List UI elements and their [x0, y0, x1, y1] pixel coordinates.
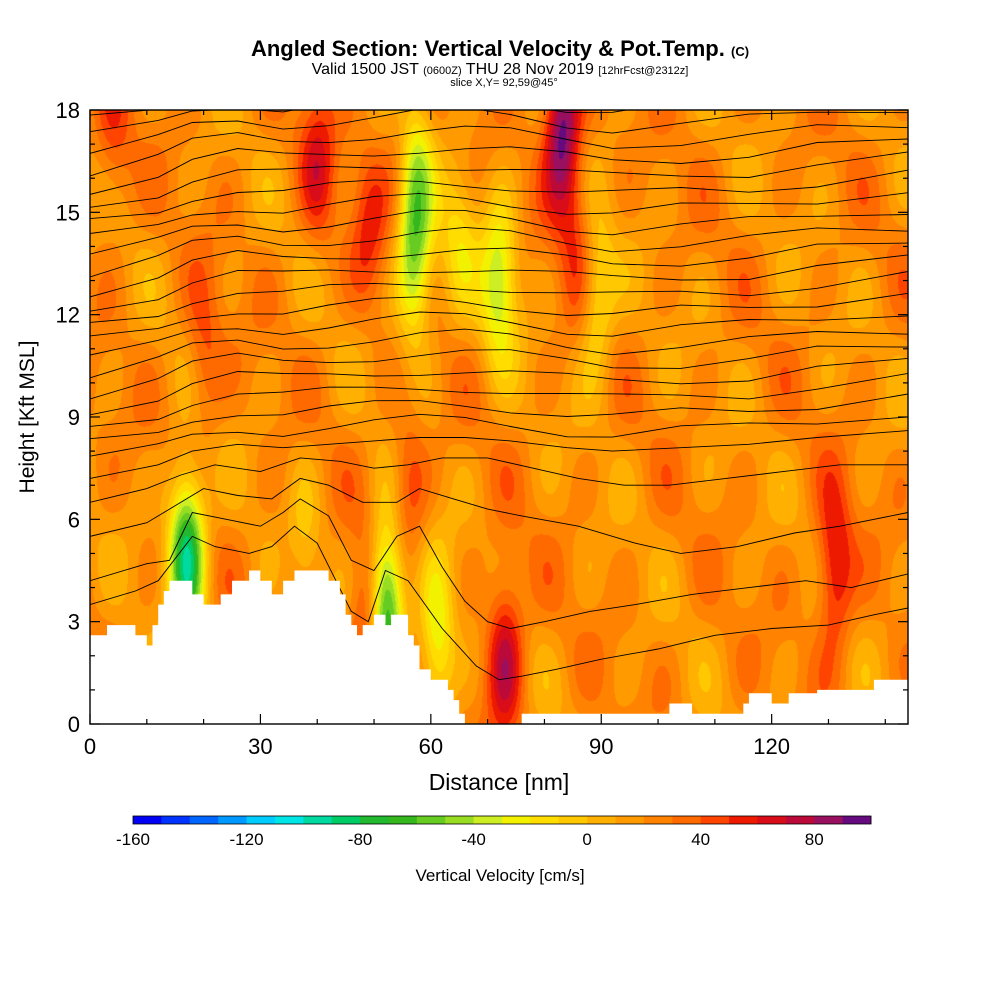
colorbar-swatch — [133, 816, 162, 824]
x-axis: 0 30 60 90 120 — [84, 110, 886, 759]
y-axis-label: Height [Kft MSL] — [16, 341, 39, 494]
isentrope-line — [90, 292, 908, 337]
y-tick-label: 18 — [56, 98, 80, 123]
isentrope-line — [90, 110, 156, 116]
colorbar-label: Vertical Velocity [cm/s] — [415, 866, 584, 885]
colorbar-swatch — [672, 816, 702, 824]
valid-local: Valid 1500 JST — [311, 61, 419, 78]
colorbar-tick-label: 0 — [582, 830, 591, 849]
x-tick-label: 90 — [589, 734, 613, 759]
colorbar-frame — [132, 815, 872, 825]
isentrope-line — [90, 457, 908, 503]
isentrope-line — [90, 49, 908, 103]
colorbar-swatch — [757, 816, 787, 824]
colorbar-swatch — [218, 816, 247, 824]
valid-date: THU 28 Nov 2019 — [465, 61, 594, 78]
isentrope-line — [90, 192, 908, 234]
isentrope-line — [90, 209, 908, 255]
isentrope-line — [90, 35, 908, 91]
isentrope-line — [90, 413, 908, 457]
colorbar-swatch — [729, 816, 758, 824]
colorbar-swatch — [473, 816, 503, 824]
isentrope-line — [90, 271, 908, 323]
isentrope-line — [90, 110, 908, 154]
isentrope-line — [90, 138, 908, 195]
isentrope-line — [90, 477, 908, 554]
colorbar-swatch — [274, 816, 304, 824]
isentrope-line — [90, 357, 908, 416]
x-tick-label: 0 — [84, 734, 96, 759]
slice-info: slice X,Y= 92,59@45° — [450, 77, 558, 89]
y-tick-label: 3 — [68, 610, 80, 635]
isentrope-line — [90, 311, 908, 356]
isentrope-line — [90, 498, 908, 629]
colorbar-swatch — [785, 816, 815, 824]
colorbar-tick-label: 40 — [691, 830, 710, 849]
isentrope-line — [90, 242, 908, 298]
isentrope-line — [90, 151, 908, 208]
y-tick-label: 6 — [68, 507, 80, 532]
colorbar-swatch — [161, 816, 191, 824]
colorbar-swatch — [814, 816, 844, 824]
y-tick-label: 9 — [68, 405, 80, 430]
colorbar-swatch — [246, 816, 276, 824]
colorbar-swatch — [445, 816, 475, 824]
colorbar-swatch — [360, 816, 389, 824]
colorbar-swatch — [587, 816, 616, 824]
isentrope-line — [90, 430, 908, 479]
y-axis: 0 3 6 9 12 15 18 — [56, 98, 908, 737]
colorbar-swatch — [700, 816, 730, 824]
x-tick-label: 60 — [419, 734, 443, 759]
colorbar-swatch — [530, 816, 560, 824]
colorbar-swatch — [502, 816, 531, 824]
colorbar-swatch — [842, 816, 872, 824]
terrain-mask — [90, 570, 908, 724]
isentrope-line — [90, 525, 908, 681]
colorbar-swatch — [615, 816, 645, 824]
colorbar-swatch — [643, 816, 673, 824]
isentropes — [90, 35, 908, 681]
forecast-tag: [12hrFcst@2312z] — [598, 65, 689, 77]
colorbar-tick-label: -80 — [348, 830, 373, 849]
y-tick-label: 0 — [68, 712, 80, 737]
isentrope-line — [90, 254, 908, 312]
isentrope-line — [90, 393, 908, 440]
isentrope-line — [90, 124, 908, 177]
colorbar: -160 -120 -80 -40 0 40 80 — [116, 815, 872, 849]
isentrope-line — [90, 169, 908, 220]
colorbar-swatch — [189, 816, 219, 824]
colorbar-swatch — [388, 816, 418, 824]
colorbar-swatch — [331, 816, 361, 824]
isentrope-line — [90, 345, 908, 400]
x-tick-label: 120 — [753, 734, 790, 759]
title-main: Angled Section: Vertical Velocity & Pot.… — [250, 36, 725, 61]
colorbar-tick-label: 80 — [805, 830, 824, 849]
colorbar-tick-label: -40 — [461, 830, 486, 849]
colorbar-tick-label: -120 — [230, 830, 264, 849]
isentrope-line — [90, 226, 908, 278]
isentrope-line — [90, 372, 908, 427]
y-tick-label: 12 — [56, 303, 80, 328]
x-axis-label: Distance [nm] — [429, 769, 570, 795]
title-tag: (C) — [731, 44, 750, 59]
colorbar-tick-label: -160 — [116, 830, 150, 849]
plot-area — [90, 35, 908, 724]
valid-time-line: Valid 1500 JST (0600Z) THU 28 Nov 2019 [… — [0, 61, 1000, 79]
colorbar-swatch — [416, 816, 446, 824]
valid-utc: (0600Z) — [423, 65, 462, 77]
colorbar-swatch — [303, 816, 333, 824]
colorbar-swatch — [558, 816, 588, 824]
y-tick-label: 15 — [56, 200, 80, 225]
chart-title: Angled Section: Vertical Velocity & Pot.… — [0, 36, 1000, 62]
isentrope-line — [90, 328, 908, 379]
x-tick-label: 30 — [248, 734, 272, 759]
